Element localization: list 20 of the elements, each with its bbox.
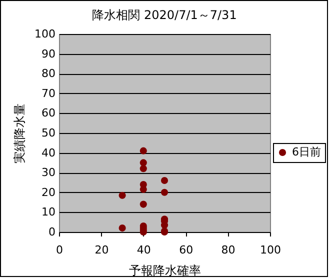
legend-label: 6日前 (292, 146, 321, 158)
x-tick-label: 20 (94, 244, 109, 256)
y-axis-title: 実績降水量 (12, 104, 27, 164)
x-tick-label: 60 (179, 244, 194, 256)
y-tick-label: 10 (42, 206, 56, 219)
chart-title: 降水相関 2020/7/1～7/31 (92, 8, 237, 22)
y-tick-label: 40 (42, 146, 56, 160)
y-tick-label: 0 (48, 226, 56, 238)
x-axis-title: 予報降水確率 (129, 264, 201, 278)
y-tick-label: 70 (42, 86, 56, 100)
y-tick-label: 100 (34, 28, 56, 40)
y-tick-label: 60 (42, 106, 56, 120)
x-tick-label: 40 (136, 244, 151, 256)
y-tick-label: 50 (42, 126, 56, 140)
y-tick-label: 20 (42, 186, 56, 199)
x-tick-label: 100 (260, 244, 281, 256)
x-tick-label: 80 (221, 244, 236, 256)
y-tick-label: 30 (42, 166, 56, 180)
y-tick-label: 90 (42, 47, 56, 60)
y-tick-label: 80 (42, 67, 56, 80)
